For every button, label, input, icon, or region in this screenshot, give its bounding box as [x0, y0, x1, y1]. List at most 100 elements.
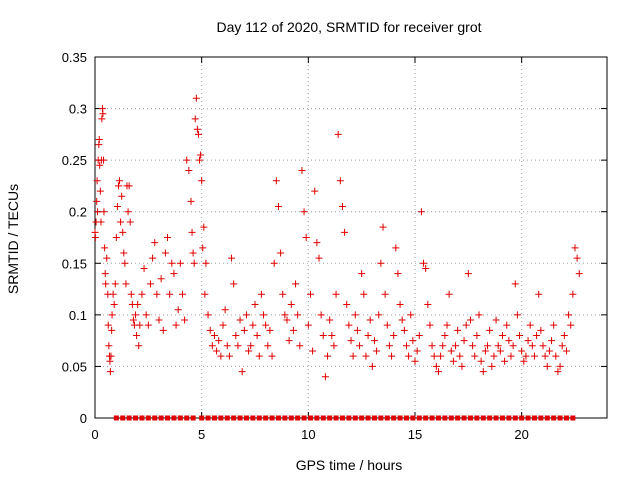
data-point: [362, 352, 370, 360]
data-point: [317, 311, 325, 319]
zero-marker: [314, 415, 320, 421]
zero-marker: [171, 415, 177, 421]
data-point: [283, 316, 291, 324]
data-point: [144, 321, 152, 329]
data-point: [462, 321, 470, 329]
data-point: [471, 352, 479, 360]
data-point: [228, 254, 236, 262]
data-point: [490, 352, 498, 360]
data-point: [400, 326, 408, 334]
data-point: [106, 357, 114, 365]
zero-marker: [384, 415, 390, 421]
zero-marker: [307, 415, 313, 421]
data-point: [223, 342, 231, 350]
data-point: [161, 249, 169, 257]
data-point: [107, 352, 115, 360]
data-point: [428, 342, 436, 350]
data-point: [494, 342, 502, 350]
data-point: [326, 316, 334, 324]
data-point: [172, 321, 180, 329]
data-point: [396, 301, 404, 309]
data-point: [556, 362, 564, 370]
data-point: [122, 280, 130, 288]
data-point: [91, 234, 99, 241]
data-point: [181, 316, 189, 324]
y-axis-label: SRMTID / TECUs: [5, 184, 21, 294]
zero-marker: [570, 415, 576, 421]
data-point: [507, 352, 515, 360]
data-point: [296, 342, 304, 350]
data-point: [388, 352, 396, 360]
data-point: [260, 311, 268, 319]
data-point: [375, 311, 383, 319]
data-point: [415, 331, 423, 339]
data-point: [405, 352, 413, 360]
data-point: [460, 337, 468, 345]
zero-marker: [493, 415, 499, 421]
data-point: [96, 161, 104, 169]
data-point: [347, 337, 355, 345]
zero-marker: [563, 415, 569, 421]
zero-marker: [429, 415, 435, 421]
data-point: [511, 280, 519, 288]
data-point: [498, 331, 506, 339]
data-point: [324, 352, 332, 360]
y-tick-label: 0.1: [69, 308, 87, 323]
data-point: [509, 342, 517, 350]
zero-marker: [378, 415, 384, 421]
zero-marker: [177, 415, 183, 421]
data-point: [398, 316, 406, 324]
zero-marker: [269, 415, 275, 421]
data-point: [351, 311, 359, 319]
data-point: [277, 249, 285, 257]
data-point: [550, 321, 558, 329]
data-point: [287, 301, 295, 309]
data-point: [289, 326, 297, 334]
data-point: [100, 208, 108, 216]
data-point: [481, 347, 489, 355]
data-point: [458, 362, 466, 370]
x-axis-label: GPS time / hours: [296, 457, 403, 473]
data-point: [274, 203, 282, 211]
data-point: [97, 218, 105, 226]
data-point: [520, 357, 528, 365]
data-point: [185, 166, 193, 174]
data-point: [548, 337, 556, 345]
zero-marker: [126, 415, 132, 421]
data-point: [119, 228, 127, 236]
data-point: [358, 270, 366, 278]
data-point: [219, 321, 227, 329]
data-point: [187, 197, 195, 205]
y-tick-label: 0.15: [62, 256, 87, 271]
data-point: [541, 352, 549, 360]
data-point: [341, 228, 349, 236]
data-point: [356, 342, 364, 350]
data-point: [518, 347, 526, 355]
data-point: [202, 259, 210, 267]
data-point: [298, 166, 306, 174]
zero-marker: [133, 415, 139, 421]
data-point: [266, 326, 274, 334]
zero-marker: [352, 415, 358, 421]
data-point: [452, 342, 460, 350]
data-point: [126, 218, 134, 226]
data-point: [153, 290, 161, 298]
data-point: [543, 362, 551, 370]
zero-marker: [250, 415, 256, 421]
data-point: [118, 192, 126, 200]
data-point: [98, 115, 106, 123]
data-point: [558, 342, 566, 350]
zero-marker: [320, 415, 326, 421]
x-tick-label: 15: [408, 427, 422, 442]
plot-frame: [94, 56, 608, 419]
data-point: [268, 352, 276, 360]
zero-markers: [113, 415, 576, 421]
zero-marker: [512, 415, 518, 421]
data-point: [168, 259, 176, 267]
data-point: [565, 311, 573, 319]
data-point: [100, 156, 108, 164]
data-point: [390, 331, 398, 339]
data-point: [108, 326, 116, 334]
data-point: [272, 177, 280, 185]
y-tick-label: 0.25: [62, 153, 87, 168]
